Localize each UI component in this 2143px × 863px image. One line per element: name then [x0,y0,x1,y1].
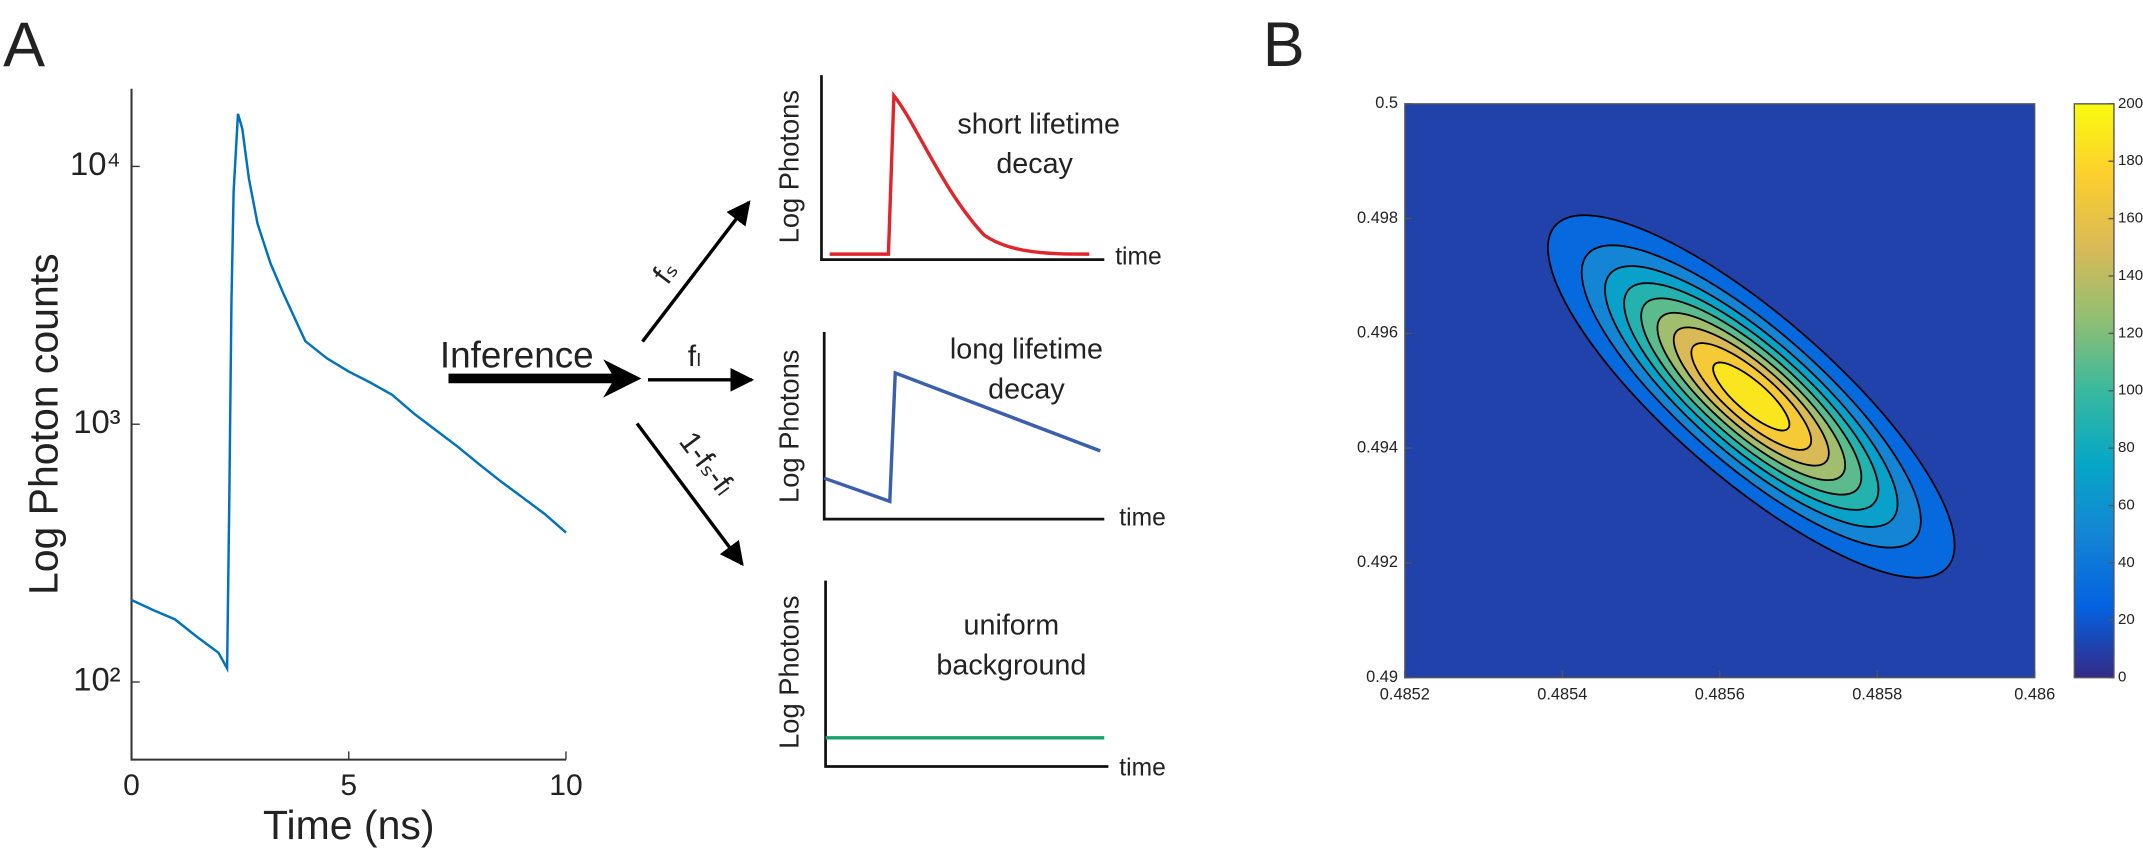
plot-label: long lifetime [950,334,1103,366]
plot-label: short lifetime [957,108,1120,140]
contours [1547,214,1956,579]
colorbar-tick-label: 180 [2118,152,2143,169]
contour-level [1712,361,1791,432]
x-tick-label: 0.486 [2014,686,2055,704]
colorbar-tick-label: 0 [2118,669,2126,686]
axis [824,580,1109,768]
colorbar-tick-label: 40 [2118,554,2135,571]
panel-label: A [3,10,45,80]
data-line [131,113,567,673]
colorbar-tick-label: 120 [2118,324,2143,341]
x-axis-label: Time (ns) [263,802,434,848]
arrow-label: fₗ [688,340,701,373]
y-tick-label: 0.49 [1366,668,1398,686]
colorbar-tick-label: 80 [2118,439,2135,456]
schematic-curve [823,370,1101,504]
x-tick-label: 10 [549,769,582,802]
axis [822,331,1105,521]
x-tick-label: 5 [340,769,357,802]
colorbar-tick-label: 160 [2118,210,2143,227]
colorbar-tick-label: 140 [2118,267,2143,284]
y-tick-label: 0.5 [1375,94,1398,112]
plot-label: uniform [964,610,1060,642]
y-axis-label: Log Photon counts [21,253,67,595]
y-tick-label: 0.494 [1357,438,1398,456]
x-tick-label: 0.4852 [1380,686,1430,704]
y-tick-label: 10³ [73,403,120,440]
arrow [641,200,751,343]
x-tick-label: 0 [123,769,140,802]
inference-label: Inference [440,335,594,376]
y-tick-label: 10² [73,661,120,698]
y-label: Log Photons [774,595,805,748]
x-tick-label: 0.4858 [1852,686,1902,704]
colorbar-tick-label: 60 [2118,496,2135,513]
y-label: Log Photons [774,90,805,243]
y-label: Log Photons [774,350,805,503]
y-tick-label: 0.496 [1357,324,1398,342]
plot-label: decay [988,373,1065,405]
arrow-label: 1-fₛ-fₗ [672,426,740,501]
arrow [635,422,744,567]
x-label: time [1119,505,1165,532]
plot-label: decay [996,148,1073,180]
plot-label: background [936,649,1086,681]
colorbar [2073,103,2115,679]
x-label: time [1115,244,1161,271]
y-tick-label: 0.498 [1357,209,1398,227]
colorbar-tick-label: 100 [2118,382,2143,399]
schematic-curve [829,90,1090,256]
y-tick-label: 0.492 [1357,553,1398,571]
arrow-label: fₛ [647,255,685,290]
panel-label: B [1263,10,1305,80]
colorbar-tick-label: 20 [2118,611,2135,628]
x-tick-label: 0.4856 [1695,686,1745,704]
x-tick-label: 0.4854 [1537,686,1587,704]
axis [130,88,566,761]
x-label: time [1119,755,1165,782]
axis [820,75,1105,261]
colorbar-tick-label: 200 [2118,95,2143,112]
y-tick-label: 10⁴ [70,145,121,182]
